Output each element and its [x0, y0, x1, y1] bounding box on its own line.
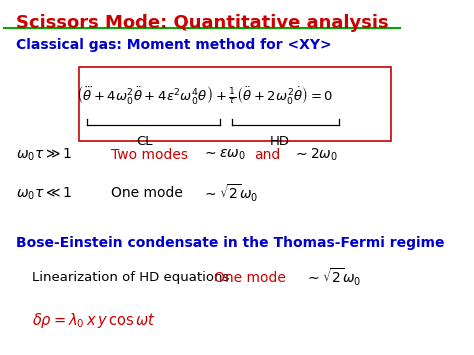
Text: One mode: One mode [214, 271, 286, 285]
Text: HD: HD [270, 135, 290, 148]
Text: $\left(\dddot{\theta} + 4\omega_0^2\ddot{\theta} + 4\epsilon^2\omega_0^4\theta\r: $\left(\dddot{\theta} + 4\omega_0^2\ddot… [75, 84, 333, 106]
Text: Bose-Einstein condensate in the Thomas-Fermi regime: Bose-Einstein condensate in the Thomas-F… [16, 236, 445, 250]
Text: CL: CL [137, 135, 153, 148]
Text: Two modes: Two modes [111, 148, 188, 162]
FancyBboxPatch shape [79, 66, 391, 141]
Text: $\delta\rho = \lambda_0\, x\, y\, \cos\omega t$: $\delta\rho = \lambda_0\, x\, y\, \cos\o… [32, 311, 155, 330]
Text: $\sim \sqrt{2}\omega_0$: $\sim \sqrt{2}\omega_0$ [202, 183, 258, 204]
Text: One mode: One mode [111, 186, 183, 200]
Text: $\sim 2\omega_0$: $\sim 2\omega_0$ [293, 146, 338, 163]
Text: Classical gas: Moment method for <XY>: Classical gas: Moment method for <XY> [16, 38, 331, 53]
Text: Linearization of HD equations: Linearization of HD equations [32, 271, 229, 284]
Text: $\sim \epsilon\omega_0$: $\sim \epsilon\omega_0$ [202, 147, 246, 162]
Text: Scissors Mode: Quantitative analysis: Scissors Mode: Quantitative analysis [16, 14, 389, 32]
Text: $\omega_0\tau \ll 1$: $\omega_0\tau \ll 1$ [16, 185, 72, 202]
Text: $\omega_0\tau \gg 1$: $\omega_0\tau \gg 1$ [16, 146, 72, 163]
Text: $\sim \sqrt{2}\omega_0$: $\sim \sqrt{2}\omega_0$ [305, 267, 362, 289]
Text: and: and [254, 148, 280, 162]
